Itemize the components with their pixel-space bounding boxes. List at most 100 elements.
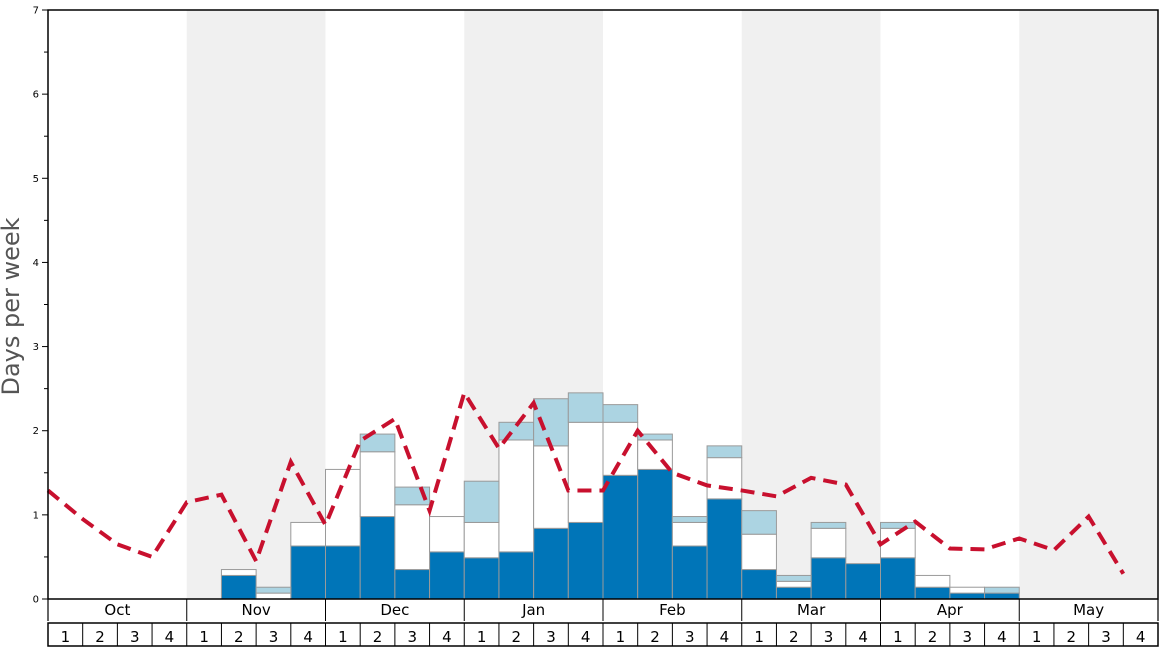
bar-segment	[429, 516, 465, 553]
week-label: 1	[616, 628, 626, 646]
week-label: 1	[338, 628, 348, 646]
week-label: 4	[165, 628, 175, 646]
week-label: 1	[893, 628, 903, 646]
bar-segment	[810, 521, 847, 529]
bar-segment	[880, 557, 916, 600]
week-label: 4	[997, 628, 1007, 646]
y-tick-label: 3	[33, 342, 39, 353]
bar-segment	[845, 563, 881, 600]
bar-segment	[671, 545, 708, 600]
week-label: 4	[720, 628, 730, 646]
bar-segment	[984, 592, 1020, 600]
bar-segment	[741, 510, 777, 535]
bar-segment	[810, 527, 847, 559]
month-label: Apr	[937, 601, 964, 619]
week-label: 3	[824, 628, 834, 646]
week-label: 2	[1067, 628, 1077, 646]
week-label: 1	[199, 628, 209, 646]
week-label: 2	[234, 628, 244, 646]
bar-segment	[220, 569, 257, 576]
bar-segment	[741, 533, 777, 571]
month-band	[186, 10, 326, 599]
bar-segment	[637, 433, 673, 441]
bar-segment	[255, 592, 292, 600]
bar-segment	[671, 516, 708, 523]
month-label: Oct	[104, 601, 130, 619]
bar-segment	[602, 404, 639, 423]
bar-segment	[775, 574, 812, 582]
bar-segment	[359, 451, 396, 518]
y-tick-label: 4	[33, 258, 39, 269]
week-label: 1	[754, 628, 764, 646]
week-label: 1	[61, 628, 71, 646]
bar-segment	[914, 586, 951, 600]
bar-segment	[914, 574, 951, 588]
week-label: 3	[130, 628, 140, 646]
bar-segment	[949, 586, 986, 594]
bar-segment	[706, 457, 743, 500]
month-band	[741, 10, 881, 599]
week-label: 4	[303, 628, 313, 646]
y-tick-label: 1	[33, 510, 39, 521]
bar-segment	[949, 592, 986, 600]
bar-segment	[325, 545, 361, 600]
bar-segment	[359, 516, 396, 600]
bar-segment	[533, 445, 569, 529]
week-label: 2	[95, 628, 105, 646]
week-label: 3	[962, 628, 972, 646]
week-label: 3	[269, 628, 279, 646]
y-axis-label: Days per week	[0, 217, 25, 395]
y-tick-label: 2	[33, 426, 39, 437]
month-band	[880, 10, 1020, 599]
bar-segment	[775, 580, 812, 588]
bar-segment	[810, 557, 847, 600]
week-label: 4	[858, 628, 868, 646]
y-tick-label: 7	[33, 6, 39, 17]
week-label: 1	[477, 628, 487, 646]
bar-segment	[775, 586, 812, 600]
month-label: Jan	[521, 601, 545, 619]
week-label: 2	[512, 628, 522, 646]
bar-segment	[498, 551, 535, 600]
bar-segment	[567, 521, 604, 600]
week-label: 2	[928, 628, 938, 646]
bar-segment	[394, 504, 431, 571]
y-tick-label: 5	[33, 174, 39, 185]
bar-segment	[255, 586, 292, 594]
bar-segment	[394, 569, 431, 600]
bar-segment	[359, 433, 396, 453]
bar-segment	[429, 551, 465, 600]
month-band	[1019, 10, 1158, 599]
bar-segment	[637, 468, 673, 600]
week-label: 4	[442, 628, 452, 646]
week-label: 3	[407, 628, 417, 646]
week-label: 2	[373, 628, 383, 646]
week-label: 2	[789, 628, 799, 646]
bar-segment	[290, 521, 326, 547]
bar-segment	[567, 421, 604, 523]
month-label: Feb	[659, 601, 686, 619]
bar-segment	[984, 586, 1020, 594]
bar-segment	[706, 445, 743, 459]
bar-segment	[533, 527, 569, 600]
week-label: 3	[685, 628, 695, 646]
bar-segment	[533, 398, 569, 447]
month-label: May	[1073, 601, 1104, 619]
week-label: 4	[1136, 628, 1146, 646]
month-label: Dec	[380, 601, 409, 619]
bar-segment	[498, 439, 535, 553]
bar-segment	[220, 574, 257, 600]
bar-segment	[463, 521, 500, 559]
bar-segment	[602, 421, 639, 476]
bar-segment	[741, 569, 777, 600]
month-label: Mar	[797, 601, 826, 619]
bar-segment	[567, 392, 604, 423]
month-label: Nov	[241, 601, 270, 619]
month-band	[48, 10, 187, 599]
bar-segment	[602, 474, 639, 600]
bar-segment	[463, 557, 500, 600]
week-label: 1	[1032, 628, 1042, 646]
bar-segment	[880, 521, 916, 529]
average-line	[46, 388, 1126, 575]
